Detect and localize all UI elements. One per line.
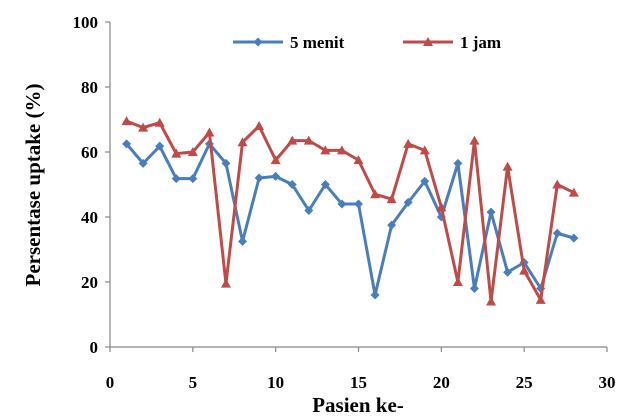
series-2: [121, 116, 579, 306]
data-point: [386, 194, 397, 204]
data-point: [353, 155, 364, 165]
data-point: [486, 296, 497, 306]
data-point: [552, 228, 562, 238]
data-point: [188, 174, 198, 184]
data-point: [403, 197, 413, 207]
data-point: [121, 116, 132, 126]
data-point: [138, 122, 149, 132]
data-point: [469, 284, 479, 293]
x-tick-label: 15: [350, 373, 367, 392]
data-point: [503, 267, 513, 277]
series-line: [126, 119, 575, 303]
data-point: [354, 199, 363, 209]
y-tick-label: 80: [81, 78, 98, 97]
data-point: [287, 180, 297, 189]
data-point: [387, 220, 397, 230]
data-point: [304, 206, 314, 215]
legend-marker: [253, 37, 263, 47]
data-point: [254, 121, 265, 130]
data-point: [221, 158, 231, 168]
legend: 5 menit 1 jam: [233, 33, 501, 52]
y-axis-title: Persentase uptake (%): [21, 84, 45, 287]
data-point: [403, 138, 414, 148]
data-point: [452, 277, 463, 286]
legend-marker: [423, 37, 433, 46]
data-point: [254, 173, 264, 183]
plot-area: [121, 116, 579, 306]
x-tick-label: 20: [433, 373, 450, 392]
data-point: [436, 202, 447, 212]
data-point: [453, 158, 463, 168]
data-point: [320, 180, 330, 189]
data-point: [138, 158, 148, 168]
data-point: [486, 207, 496, 217]
data-point: [220, 278, 231, 288]
data-point: [238, 236, 248, 246]
y-tick-label: 40: [81, 208, 98, 227]
data-point: [552, 179, 563, 189]
data-point: [469, 135, 480, 145]
data-point: [370, 290, 380, 300]
y-tick-label: 0: [90, 338, 99, 357]
data-point: [568, 187, 579, 197]
data-point: [303, 135, 314, 145]
x-tick-label: 5: [189, 373, 198, 392]
data-point: [535, 294, 546, 304]
series-1: [122, 139, 579, 300]
x-tick-label: 10: [267, 373, 284, 392]
data-point: [271, 171, 281, 181]
y-tick-label: 60: [81, 143, 98, 162]
x-tick-label: 0: [106, 373, 115, 392]
data-point: [187, 147, 198, 156]
x-axis-title: Pasien ke-: [312, 393, 404, 416]
data-point: [122, 139, 132, 149]
x-tick-label: 25: [516, 373, 533, 392]
data-point: [204, 127, 215, 137]
data-point: [420, 176, 430, 186]
x-tick-label: 30: [599, 373, 616, 392]
data-point: [337, 199, 347, 209]
data-point: [270, 155, 281, 165]
data-point: [569, 233, 579, 243]
y-tick-label: 100: [73, 13, 99, 32]
data-point: [155, 141, 165, 151]
data-point: [237, 137, 248, 147]
legend-label: 5 menit: [290, 33, 345, 52]
data-point: [419, 145, 430, 155]
data-point: [171, 148, 182, 158]
data-point: [519, 265, 530, 275]
legend-label: 1 jam: [460, 33, 501, 52]
axes: [109, 22, 607, 348]
data-point: [287, 135, 298, 145]
data-point: [502, 161, 513, 171]
data-point: [154, 117, 165, 127]
y-tick-label: 20: [81, 273, 98, 292]
data-point: [370, 189, 381, 199]
data-point: [336, 145, 347, 155]
data-point: [171, 174, 181, 184]
data-point: [320, 145, 331, 155]
ticks: 0 20 40 60 80 100 0 5 10 15 20 25 30: [73, 13, 616, 392]
